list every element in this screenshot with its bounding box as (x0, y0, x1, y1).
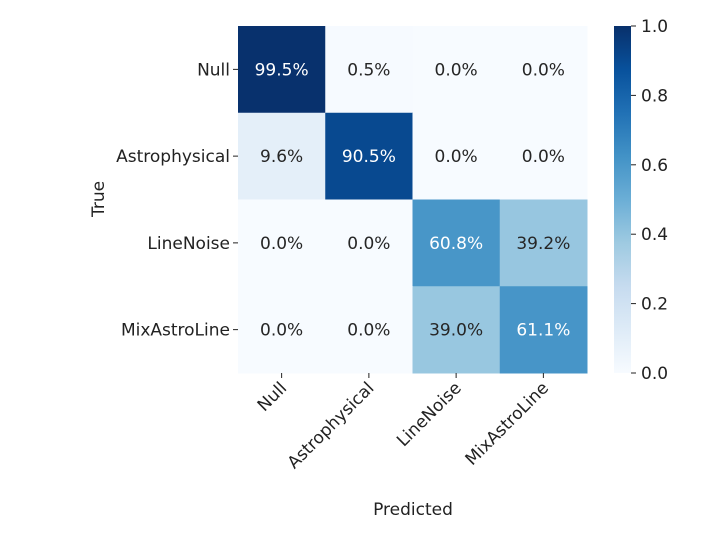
heatmap-cell (412, 286, 501, 374)
cell-value-label: 39.0% (429, 321, 483, 341)
y-tick-label: LineNoise (147, 234, 230, 254)
colorbar-tick-label: 0.0 (641, 364, 668, 384)
cell-value-label: 0.5% (347, 60, 390, 80)
heatmap-cell (325, 199, 413, 287)
y-tick-label: MixAstroLine (121, 321, 230, 341)
cell-value-label: 0.0% (435, 147, 478, 167)
y-tick-label: Astrophysical (116, 147, 230, 167)
colorbar (614, 26, 631, 373)
cell-value-label: 0.0% (347, 234, 390, 254)
heatmap-cell (325, 112, 413, 200)
x-tick-label: MixAstroLine (462, 378, 553, 469)
heatmap-cell (412, 26, 501, 114)
cell-value-label: 60.8% (429, 234, 483, 254)
cell-value-label: 61.1% (516, 321, 570, 341)
colorbar-tick-label: 0.2 (641, 295, 668, 315)
heatmap-cell (238, 286, 326, 374)
heatmap-cell (499, 112, 588, 200)
heatmap-cell-labels: 99.5% 0.5% 0.0% 0.0% 9.6% 90.5% 0.0% 0.0% 0.0% 0.… (255, 60, 571, 340)
heatmap-cell (499, 286, 588, 374)
heatmap-cell (238, 112, 326, 200)
heatmap-cell (238, 26, 326, 114)
cell-value-label: 99.5% (255, 60, 309, 80)
heatmap-cell (325, 286, 413, 374)
cell-value-label: 0.0% (435, 60, 478, 80)
heatmap-cell (412, 199, 501, 287)
heatmap-cell (412, 112, 501, 200)
colorbar-tick-label: 0.4 (641, 225, 668, 245)
x-tick-label: LineNoise (393, 378, 466, 451)
heatmap-cell (325, 26, 413, 114)
cell-value-label: 90.5% (342, 147, 396, 167)
cell-value-label: 9.6% (260, 147, 303, 167)
cell-value-label: 0.0% (260, 321, 303, 341)
heatmap-cell (238, 199, 326, 287)
cell-value-label: 0.0% (522, 147, 565, 167)
x-tick-label: Null (254, 378, 291, 415)
cell-value-label: 0.0% (260, 234, 303, 254)
y-axis-label: True (89, 181, 109, 218)
heatmap-cells (238, 26, 588, 374)
x-tick-label: Astrophysical (284, 378, 379, 473)
heatmap-cell (499, 199, 588, 287)
y-axis-ticks: Null Astrophysical LineNoise MixAstroLine (116, 60, 238, 341)
colorbar-tick-label: 0.8 (641, 86, 668, 106)
cell-value-label: 39.2% (516, 234, 570, 254)
heatmap-cell (499, 26, 588, 114)
colorbar-ticks: 0.0 0.2 0.4 0.6 0.8 1.0 (631, 17, 668, 384)
colorbar-tick-label: 0.6 (641, 156, 668, 176)
cell-value-label: 0.0% (347, 321, 390, 341)
x-axis-label: Predicted (373, 500, 453, 520)
cell-value-label: 0.0% (522, 60, 565, 80)
colorbar-tick-label: 1.0 (641, 17, 668, 37)
y-tick-label: Null (197, 60, 230, 80)
